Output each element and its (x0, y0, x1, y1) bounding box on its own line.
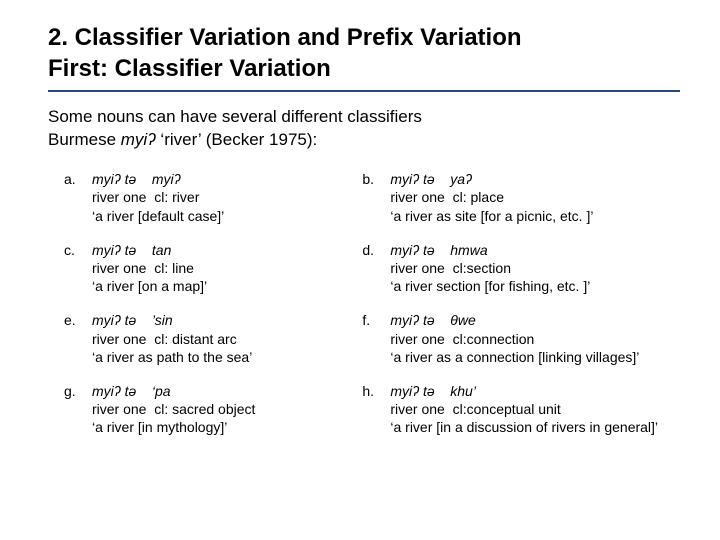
example-form: myiʔ tə ‘pa (92, 382, 255, 400)
example-entry: myiʔ tə yaʔ river one cl: place ‘a river… (390, 170, 593, 225)
example-gloss: river one cl: distant arc (92, 330, 252, 348)
example-row: g. myiʔ tə ‘pa river one cl: sacred obje… (64, 382, 680, 437)
example-entry: myiʔ tə hmwa river one cl:section ‘a riv… (390, 241, 590, 296)
example-row: a. myiʔ tə myiʔ river one cl: river ‘a r… (64, 170, 680, 225)
example-entry: myiʔ tə tan river one cl: line ‘a river … (92, 241, 207, 296)
intro-text: Some nouns can have several different cl… (48, 106, 680, 152)
example-letter: c. (64, 241, 92, 296)
example-entry: myiʔ tə khu’ river one cl:conceptual uni… (390, 382, 658, 437)
example-form: myiʔ tə hmwa (390, 241, 590, 259)
example-translation: ‘a river as site [for a picnic, etc. ]’ (390, 207, 593, 225)
example-entry: myiʔ tə myiʔ river one cl: river ‘a rive… (92, 170, 224, 225)
example-gloss: river one cl: sacred object (92, 400, 255, 418)
example-cell: f. myiʔ tə θwe river one cl:connection ‘… (362, 311, 680, 366)
example-form: myiʔ tə ’sin (92, 311, 252, 329)
example-translation: ‘a river [default case]’ (92, 207, 224, 225)
example-form: myiʔ tə myiʔ (92, 170, 224, 188)
example-translation: ‘a river section [for fishing, etc. ]’ (390, 277, 590, 295)
example-entry: myiʔ tə ‘pa river one cl: sacred object … (92, 382, 255, 437)
example-cell: h. myiʔ tə khu’ river one cl:conceptual … (362, 382, 680, 437)
example-translation: ‘a river [in a discussion of rivers in g… (390, 418, 658, 436)
example-row: e. myiʔ tə ’sin river one cl: distant ar… (64, 311, 680, 366)
example-gloss: river one cl: river (92, 188, 224, 206)
title-line-2: First: Classifier Variation (48, 53, 680, 84)
example-form: myiʔ tə θwe (390, 311, 639, 329)
example-entry: myiʔ tə θwe river one cl:connection ‘a r… (390, 311, 639, 366)
example-gloss: river one cl:section (390, 259, 590, 277)
example-form: myiʔ tə khu’ (390, 382, 658, 400)
intro-line-2: Burmese myiʔ ‘river’ (Becker 1975): (48, 129, 680, 152)
slide: 2. Classifier Variation and Prefix Varia… (0, 0, 720, 473)
title-block: 2. Classifier Variation and Prefix Varia… (48, 22, 680, 84)
examples-grid: a. myiʔ tə myiʔ river one cl: river ‘a r… (48, 170, 680, 436)
intro-line-2-em: myiʔ (121, 130, 156, 149)
example-form: myiʔ tə tan (92, 241, 207, 259)
example-cell: d. myiʔ tə hmwa river one cl:section ‘a … (362, 241, 680, 296)
example-entry: myiʔ tə ’sin river one cl: distant arc ‘… (92, 311, 252, 366)
intro-line-2-post: ‘river’ (Becker 1975): (156, 130, 318, 149)
example-letter: d. (362, 241, 390, 296)
example-translation: ‘a river [in mythology]’ (92, 418, 255, 436)
example-row: c. myiʔ tə tan river one cl: line ‘a riv… (64, 241, 680, 296)
example-letter: g. (64, 382, 92, 437)
example-translation: ‘a river as a connection [linking villag… (390, 348, 639, 366)
example-gloss: river one cl: line (92, 259, 207, 277)
example-cell: e. myiʔ tə ’sin river one cl: distant ar… (64, 311, 362, 366)
example-gloss: river one cl:connection (390, 330, 639, 348)
example-gloss: river one cl: place (390, 188, 593, 206)
example-cell: c. myiʔ tə tan river one cl: line ‘a riv… (64, 241, 362, 296)
example-form: myiʔ tə yaʔ (390, 170, 593, 188)
horizontal-rule (48, 90, 680, 92)
example-letter: e. (64, 311, 92, 366)
example-cell: b. myiʔ tə yaʔ river one cl: place ‘a ri… (362, 170, 680, 225)
example-cell: g. myiʔ tə ‘pa river one cl: sacred obje… (64, 382, 362, 437)
intro-line-1: Some nouns can have several different cl… (48, 106, 680, 129)
intro-line-2-pre: Burmese (48, 130, 121, 149)
title-line-1: 2. Classifier Variation and Prefix Varia… (48, 22, 680, 53)
example-translation: ‘a river as path to the sea’ (92, 348, 252, 366)
example-gloss: river one cl:conceptual unit (390, 400, 658, 418)
example-letter: a. (64, 170, 92, 225)
example-letter: b. (362, 170, 390, 225)
example-translation: ‘a river [on a map]’ (92, 277, 207, 295)
example-cell: a. myiʔ tə myiʔ river one cl: river ‘a r… (64, 170, 362, 225)
example-letter: h. (362, 382, 390, 437)
example-letter: f. (362, 311, 390, 366)
